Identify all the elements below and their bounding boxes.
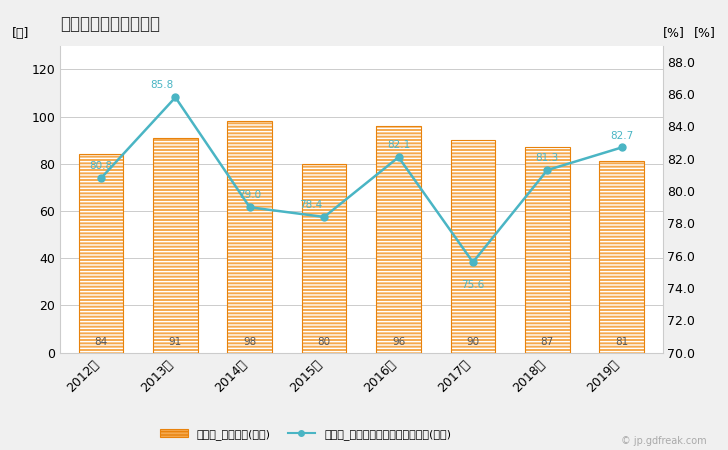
Text: 85.8: 85.8 (150, 81, 173, 90)
Bar (227, 121, 272, 353)
Text: 82.1: 82.1 (387, 140, 410, 150)
Text: 79.0: 79.0 (238, 190, 261, 200)
Bar (525, 147, 569, 353)
Bar (451, 140, 495, 353)
Text: 75.6: 75.6 (462, 280, 485, 290)
Text: [棟]: [棟] (12, 27, 29, 40)
Text: 80: 80 (317, 337, 331, 347)
Bar (451, 140, 495, 353)
Bar (79, 154, 123, 353)
Bar (153, 138, 198, 353)
Text: 81.3: 81.3 (536, 153, 559, 163)
Bar (79, 154, 123, 353)
Bar (153, 138, 198, 353)
Text: 住宅用建築物数の推移: 住宅用建築物数の推移 (60, 15, 160, 33)
Bar (376, 126, 421, 353)
Text: © jp.gdfreak.com: © jp.gdfreak.com (620, 436, 706, 446)
Bar (302, 164, 347, 353)
Text: 90: 90 (467, 337, 480, 347)
Bar (302, 164, 347, 353)
Text: 78.4: 78.4 (298, 200, 322, 210)
Legend: 住宅用_建築物数(左軸), 住宅用_全建築物数にしめるシェア(右軸): 住宅用_建築物数(左軸), 住宅用_全建築物数にしめるシェア(右軸) (156, 425, 456, 445)
Text: 80.8: 80.8 (90, 161, 113, 171)
Text: 96: 96 (392, 337, 405, 347)
Bar (525, 147, 569, 353)
Text: 84: 84 (95, 337, 108, 347)
Bar (227, 121, 272, 353)
Text: 91: 91 (169, 337, 182, 347)
Text: 82.7: 82.7 (610, 130, 633, 140)
Text: 81: 81 (615, 337, 628, 347)
Text: 87: 87 (541, 337, 554, 347)
Text: [%]: [%] (662, 27, 684, 40)
Bar (376, 126, 421, 353)
Text: [%]: [%] (694, 27, 716, 40)
Text: 98: 98 (243, 337, 256, 347)
Bar (599, 162, 644, 353)
Bar (599, 162, 644, 353)
